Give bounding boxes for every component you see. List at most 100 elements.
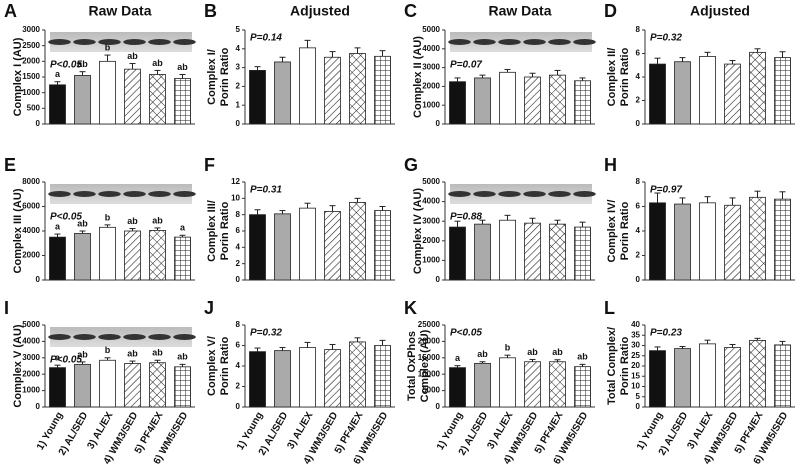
y-axis-label: Porin Ratio [219,336,231,395]
panel: A Raw Data Complex I (AU) 0 500 1000 1500 2000 2… [4,1,196,128]
y-tick-label: 15 [631,371,640,380]
significance-label: ab [127,348,138,358]
bar [349,202,366,281]
error-bar [479,361,486,364]
y-tick-label: 4000 [422,197,440,206]
bar [474,77,491,125]
panel-letter: K [404,298,417,318]
panel-letter: E [4,155,16,175]
bar [449,81,466,125]
error-bar [79,71,86,76]
p-value: P=0.07 [450,60,482,71]
y-tick-label: 10000 [418,369,441,378]
error-bar [679,197,686,205]
y-tick-label: 0 [636,402,641,411]
p-value: P=0.31 [250,185,282,196]
panel: B Adjusted Complex I/Porin Ratio 0 1 2 3 4 5 P=0.… [204,1,395,128]
bar [124,363,141,408]
bar [74,75,91,125]
significance-label: b [105,345,111,355]
y-tick-label: 4000 [422,44,440,53]
y-axis-label: Complex II/ [606,48,618,107]
blot-band [48,39,71,45]
bar [174,236,191,281]
blot-band [448,39,471,45]
blot-band [573,39,596,45]
blot-band [48,334,71,340]
y-tick-label: 0 [436,275,441,284]
panel: H Complex IV/Porin Ratio 0 2 4 6 8 P=0.97 [604,155,795,284]
significance-label: ab [177,352,188,362]
error-bar [104,357,111,361]
error-bar [254,347,261,352]
y-tick-label: 3000 [422,216,440,225]
bar [99,60,116,125]
significance-label: b [505,343,511,353]
bar [324,210,341,281]
significance-label: ab [152,348,163,358]
y-axis-label: Complex V/ [206,336,218,396]
panel: G Complex IV (AU) 0 1000 2000 3000 4000 5000 P=0… [404,155,596,284]
y-tick-label: 6 [236,226,241,235]
y-tick-label: 4000 [22,226,40,235]
error-bar [354,197,361,203]
bar [649,350,666,408]
panel-header: Raw Data [88,3,151,19]
blot-band [173,191,196,197]
blot-band [98,39,121,45]
blot-band [173,39,196,45]
bar [499,219,516,281]
bar [274,350,291,408]
blot-band [498,191,521,197]
error-bar [54,81,61,85]
significance-label: a [55,221,61,231]
bar [299,47,316,125]
y-tick-label: 2 [636,251,641,260]
error-bar [704,339,711,344]
error-bar [579,221,586,228]
bar [724,63,741,125]
y-axis-label: Total Complex/ [606,327,618,405]
blot-image [50,327,192,347]
y-axis-label: Complex V (AU) [12,324,24,407]
y-tick-label: 5000 [422,386,440,395]
error-bar [279,210,286,214]
bar [374,210,391,281]
bar [674,203,691,281]
panel-letter: H [604,155,617,175]
y-axis-label: Porin Ratio [619,201,631,260]
error-bar [304,39,311,48]
y-tick-label: 0 [636,275,641,284]
error-bar [154,69,161,75]
blot-band [473,191,496,197]
y-tick-label: 2 [236,259,241,268]
bar [324,349,341,408]
bar [499,71,516,125]
significance-label: ab [127,51,138,61]
bar [449,367,466,408]
error-bar [679,57,686,62]
bar [149,74,166,125]
y-tick-label: 20000 [418,337,441,346]
y-tick-label: 1000 [22,88,40,97]
bar [749,339,766,408]
y-tick-label: 8 [636,25,641,34]
y-tick-label: 2 [236,382,241,391]
panel-letter: D [604,1,617,21]
y-tick-label: 4 [636,226,641,235]
significance-label: ab [77,59,88,69]
significance-label: a [180,223,186,233]
y-tick-label: 6000 [22,202,40,211]
significance-label: ab [552,347,563,357]
y-tick-label: 35 [631,330,640,339]
error-bar [779,340,786,345]
bar [674,348,691,408]
y-tick-label: 5 [236,25,241,34]
blot-band [523,191,546,197]
blot-band [498,39,521,45]
bar [524,361,541,408]
panel: C Raw Data Complex II (AU) 0 1000 2000 3000 400… [404,1,596,128]
bar [49,84,66,125]
